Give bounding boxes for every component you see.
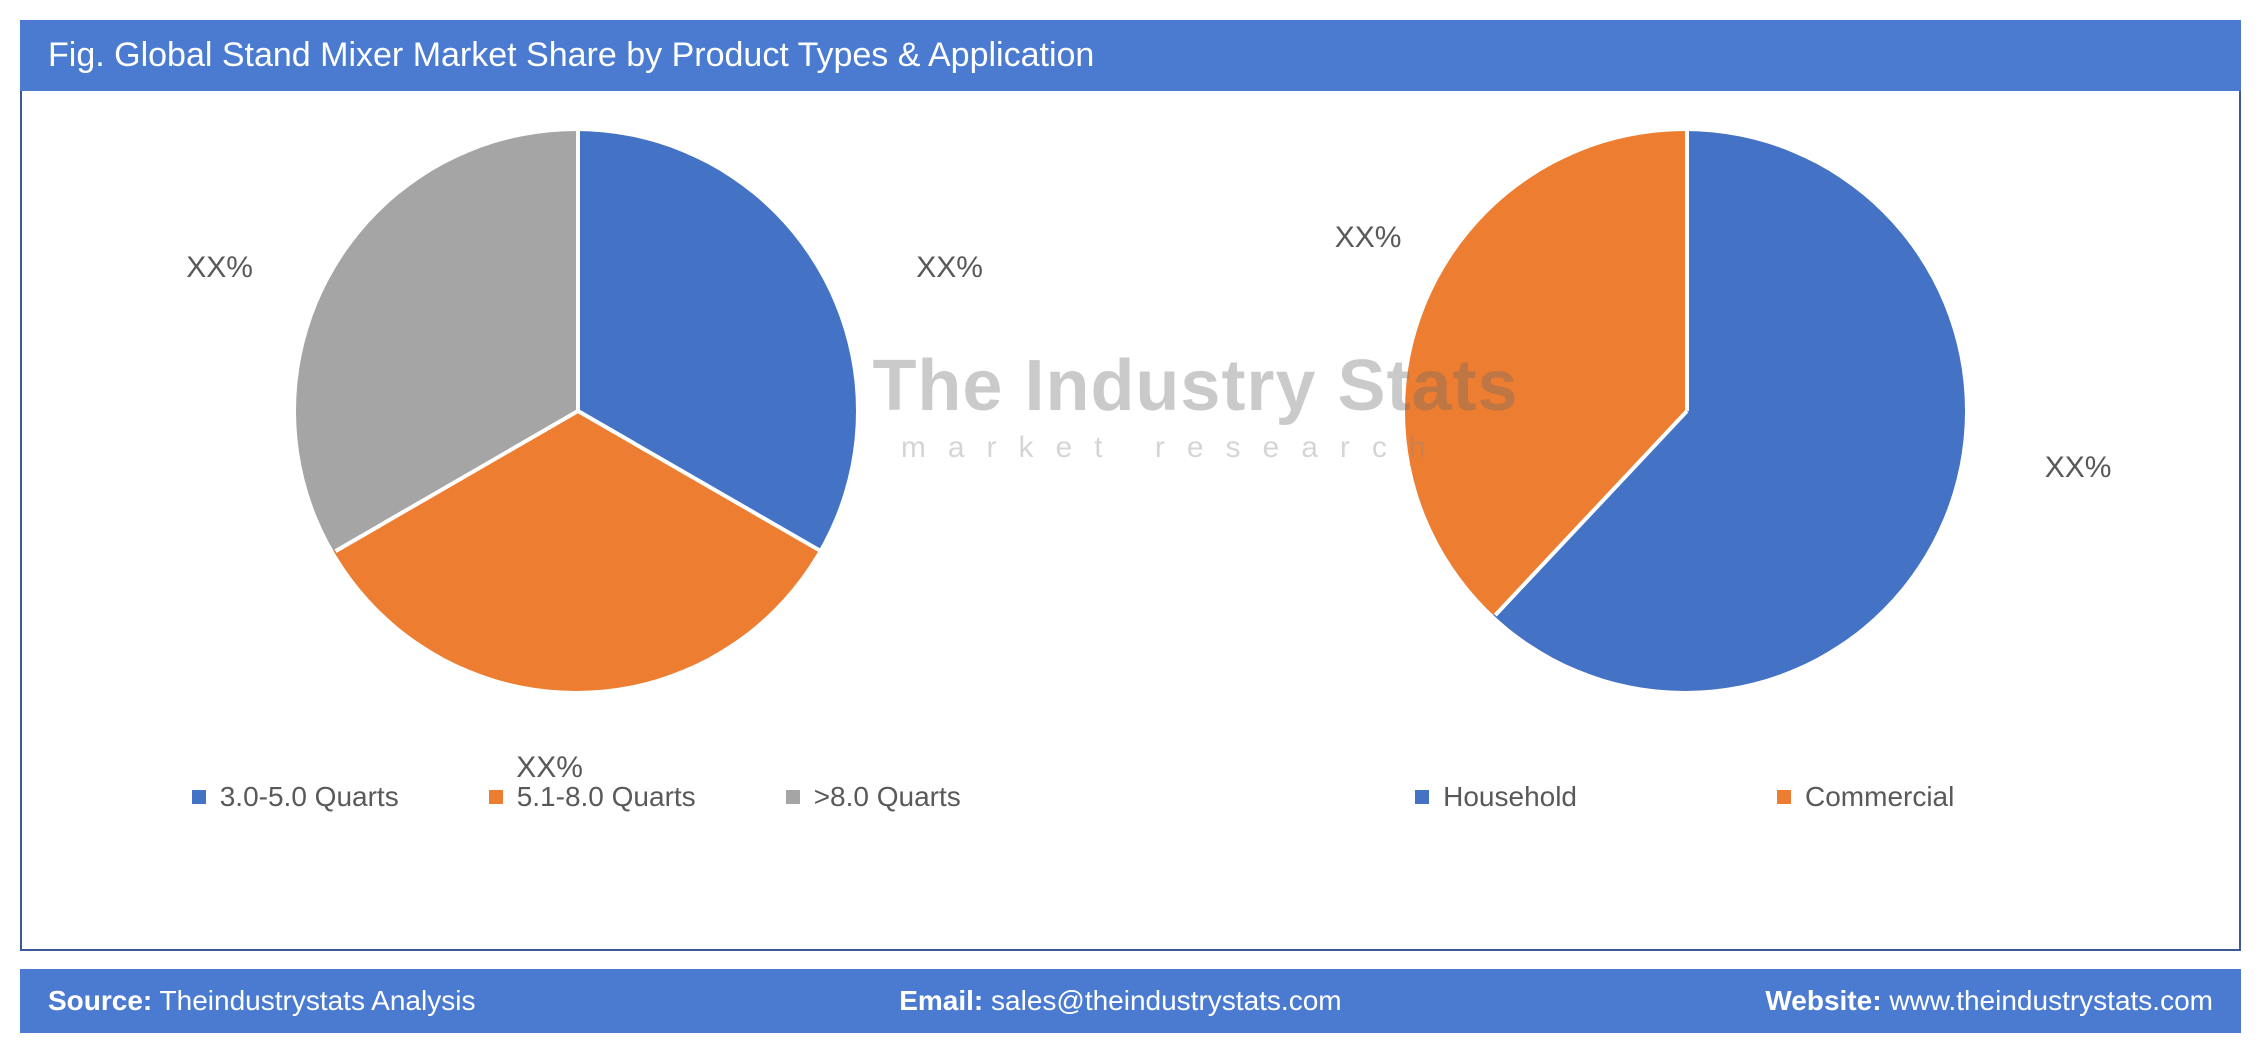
footer-email-value: sales@theindustrystats.com [991,985,1342,1016]
footer-email: Email: sales@theindustrystats.com [899,985,1341,1017]
footer-website-label: Website: [1765,985,1881,1016]
pie-product-types-wrap: XX% XX% XX% [296,131,856,691]
legend-label: 5.1-8.0 Quarts [517,781,696,813]
legend-item: >8.0 Quarts [786,781,961,813]
swatch-icon [192,790,206,804]
footer-website-value: www.theindustrystats.com [1889,985,2213,1016]
product-types-panel: XX% XX% XX% 3.0-5.0 Quarts 5.1-8.0 Quart… [22,91,1131,949]
footer-source: Source: Theindustrystats Analysis [48,985,475,1017]
footer-bar: Source: Theindustrystats Analysis Email:… [20,969,2241,1033]
footer-email-label: Email: [899,985,983,1016]
chart-area: XX% XX% XX% 3.0-5.0 Quarts 5.1-8.0 Quart… [20,91,2241,951]
application-panel: XX% XX% Household Commercial [1131,91,2240,949]
pie-application-wrap: XX% XX% [1405,131,1965,691]
footer-website: Website: www.theindustrystats.com [1765,985,2213,1017]
swatch-icon [1777,790,1791,804]
legend-label: 3.0-5.0 Quarts [220,781,399,813]
figure-title: Fig. Global Stand Mixer Market Share by … [20,20,2241,91]
legend-label: Household [1443,781,1577,813]
pie2-slice1-pct: XX% [2045,451,2112,485]
figure-container: Fig. Global Stand Mixer Market Share by … [20,20,2241,1036]
pie2-slice2-pct: XX% [1335,221,1402,255]
footer-source-value: Theindustrystats Analysis [160,985,476,1016]
legend-item: Commercial [1777,781,1954,813]
legend-label: >8.0 Quarts [814,781,961,813]
footer-source-label: Source: [48,985,152,1016]
legend-product-types: 3.0-5.0 Quarts 5.1-8.0 Quarts >8.0 Quart… [192,781,961,813]
swatch-icon [786,790,800,804]
pie1-slice3-pct: XX% [186,251,253,285]
swatch-icon [1415,790,1429,804]
pie1-slice1-pct: XX% [916,251,983,285]
swatch-icon [489,790,503,804]
legend-item: Household [1415,781,1577,813]
legend-label: Commercial [1805,781,1954,813]
legend-item: 3.0-5.0 Quarts [192,781,399,813]
legend-application: Household Commercial [1415,781,1954,813]
pie1-slice2-pct: XX% [516,751,583,785]
legend-item: 5.1-8.0 Quarts [489,781,696,813]
